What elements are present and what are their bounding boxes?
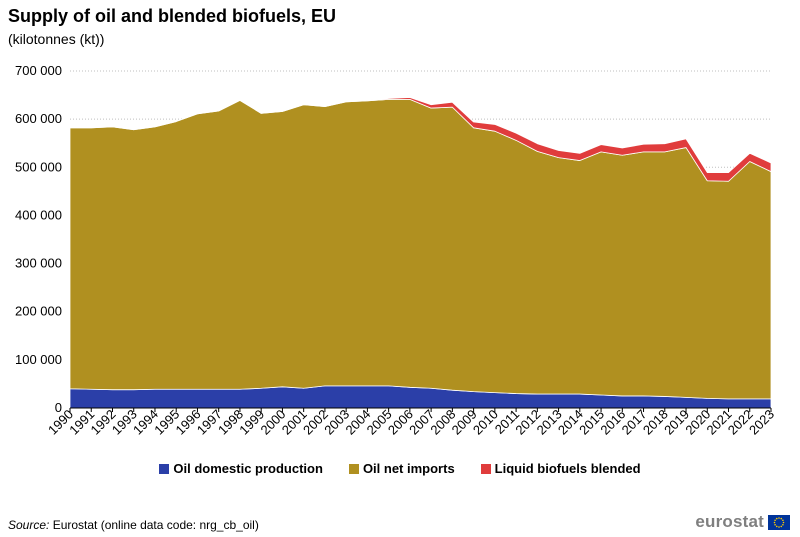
legend-item-domestic: Oil domestic production — [159, 461, 323, 476]
y-tick-label: 0 — [55, 400, 62, 415]
legend-swatch-imports — [348, 463, 359, 474]
chart-legend: Oil domestic production Oil net imports … — [0, 461, 800, 476]
y-tick-label: 300 000 — [15, 256, 62, 271]
y-tick-label: 700 000 — [15, 63, 62, 78]
logo-text: eurostat — [695, 512, 764, 531]
chart-subtitle: (kilotonnes (kt)) — [8, 31, 105, 47]
eurostat-logo: eurostat — [695, 512, 790, 532]
legend-item-biofuels: Liquid biofuels blended — [480, 461, 641, 476]
y-tick-label: 600 000 — [15, 111, 62, 126]
legend-label-imports: Oil net imports — [362, 461, 455, 476]
legend-swatch-biofuels — [480, 463, 491, 474]
x-tick-label: 2023 — [746, 407, 777, 438]
legend-label-biofuels: Liquid biofuels blended — [494, 461, 641, 476]
area-liquid-biofuels-blended — [69, 97, 772, 182]
eu-flag-icon — [768, 514, 790, 530]
source-label: Source: — [8, 518, 50, 532]
y-tick-label: 200 000 — [15, 304, 62, 319]
legend-label-domestic: Oil domestic production — [173, 461, 323, 476]
source-text: Eurostat (online data code: nrg_cb_oil) — [49, 518, 259, 532]
y-tick-label: 400 000 — [15, 207, 62, 222]
legend-item-imports: Oil net imports — [348, 461, 455, 476]
y-tick-label: 100 000 — [15, 352, 62, 367]
y-tick-label: 500 000 — [15, 159, 62, 174]
chart-title: Supply of oil and blended biofuels, EU — [8, 6, 337, 26]
legend-swatch-domestic — [159, 463, 170, 474]
source-note: Source: Eurostat (online data code: nrg_… — [8, 518, 259, 532]
